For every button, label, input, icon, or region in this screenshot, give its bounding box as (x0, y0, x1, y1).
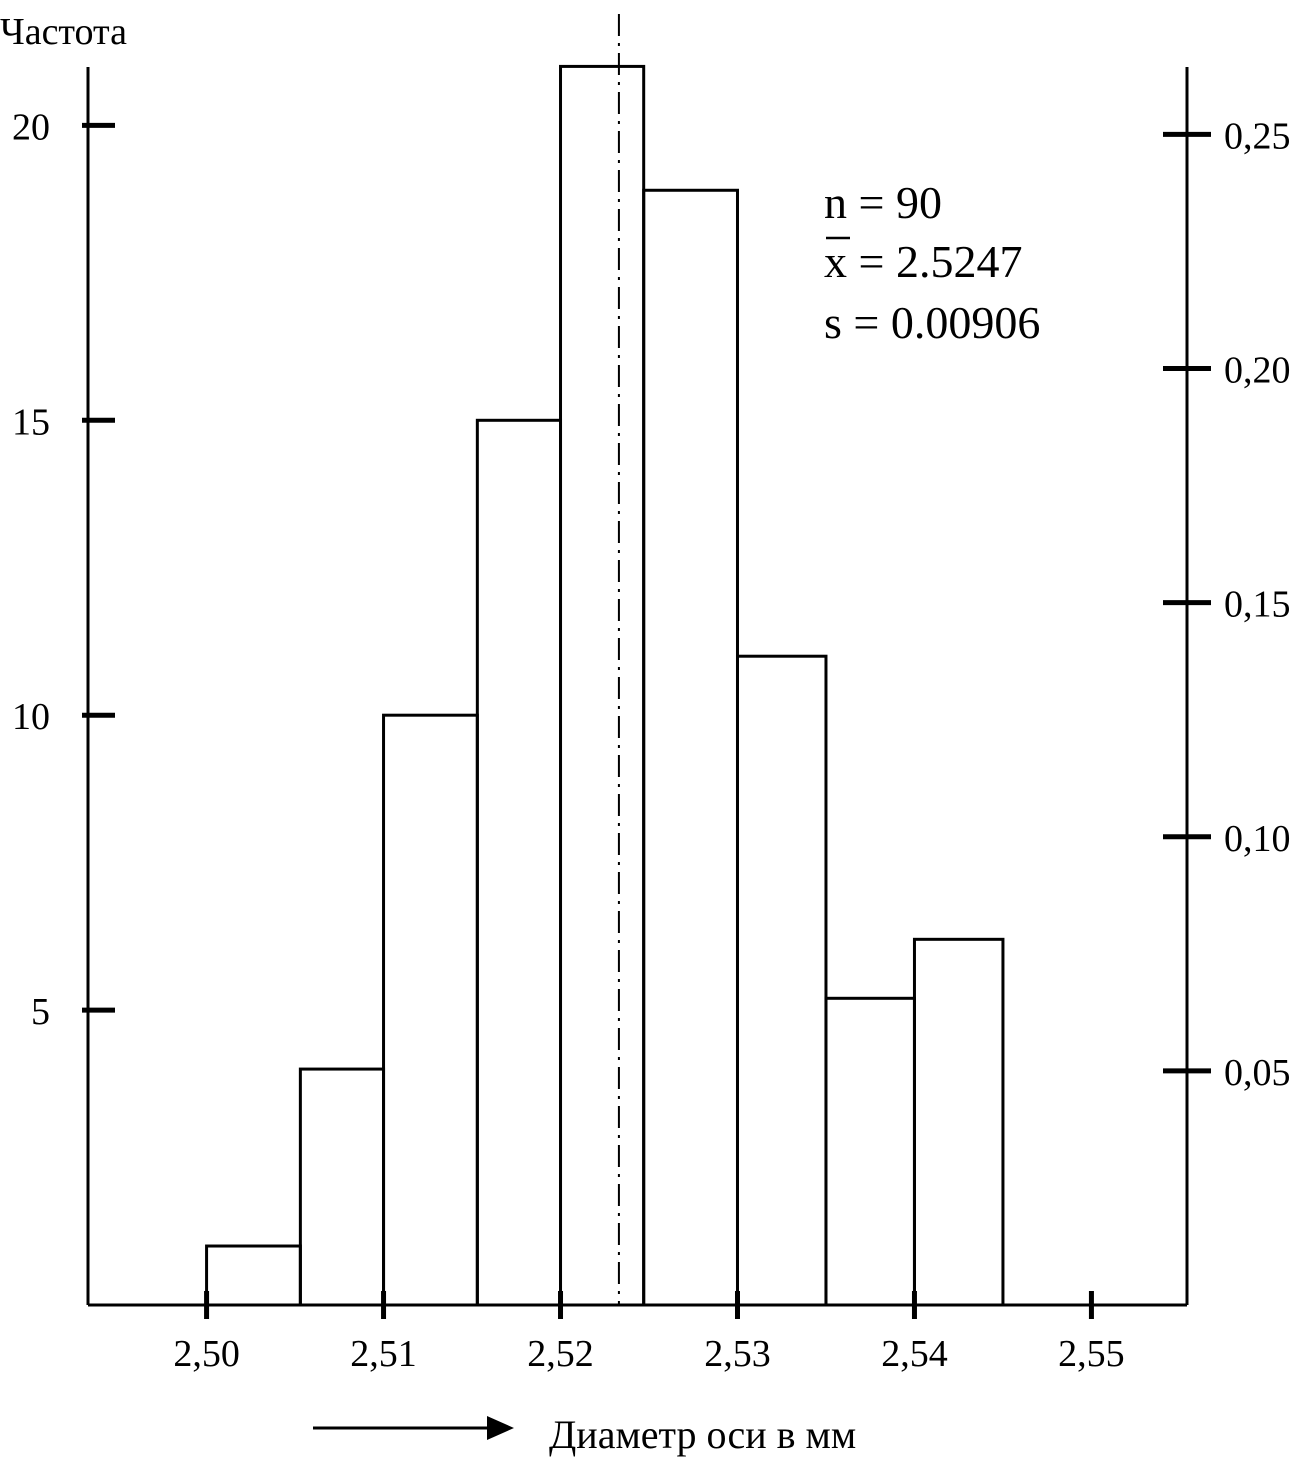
histogram-bar (382, 713, 479, 1307)
stat-mean: x = 2.5247 (824, 236, 1022, 287)
y2-tick-label: 0,10 (1224, 818, 1291, 860)
histogram-bar (559, 64, 646, 1307)
histogram-bar (642, 188, 739, 1307)
y2-tick-label: 0,15 (1224, 584, 1291, 626)
x-tick-label: 2,52 (527, 1333, 594, 1375)
y2-tick-label: 0,25 (1224, 115, 1291, 157)
y-tick-label: 15 (12, 401, 50, 443)
y2-tick-label: 0,05 (1224, 1052, 1291, 1094)
x-tick-label: 2,54 (881, 1333, 948, 1375)
x-tick-label: 2,51 (350, 1333, 417, 1375)
stat-n: n = 90 (824, 177, 942, 228)
histogram-bar (205, 1244, 302, 1307)
histogram-bar (735, 654, 828, 1307)
x-direction-arrow-head (487, 1416, 514, 1440)
y2-tick-label: 0,20 (1224, 350, 1291, 392)
histogram-bar (298, 1067, 386, 1307)
stat-s: s = 0.00906 (824, 297, 1040, 348)
x-tick-label: 2,53 (704, 1333, 771, 1375)
x-tick-label: 2,55 (1058, 1333, 1125, 1375)
x-axis-title: Диаметр оси в мм (549, 1412, 856, 1457)
histogram-bar (475, 418, 563, 1307)
x-tick-label: 2,50 (173, 1333, 240, 1375)
y-tick-label: 10 (12, 696, 50, 738)
y-tick-label: 20 (12, 106, 50, 148)
y-tick-label: 5 (31, 991, 50, 1033)
histogram-bar (824, 996, 916, 1307)
histogram-bar (912, 937, 1005, 1307)
y-axis-title: Частота (0, 11, 127, 53)
